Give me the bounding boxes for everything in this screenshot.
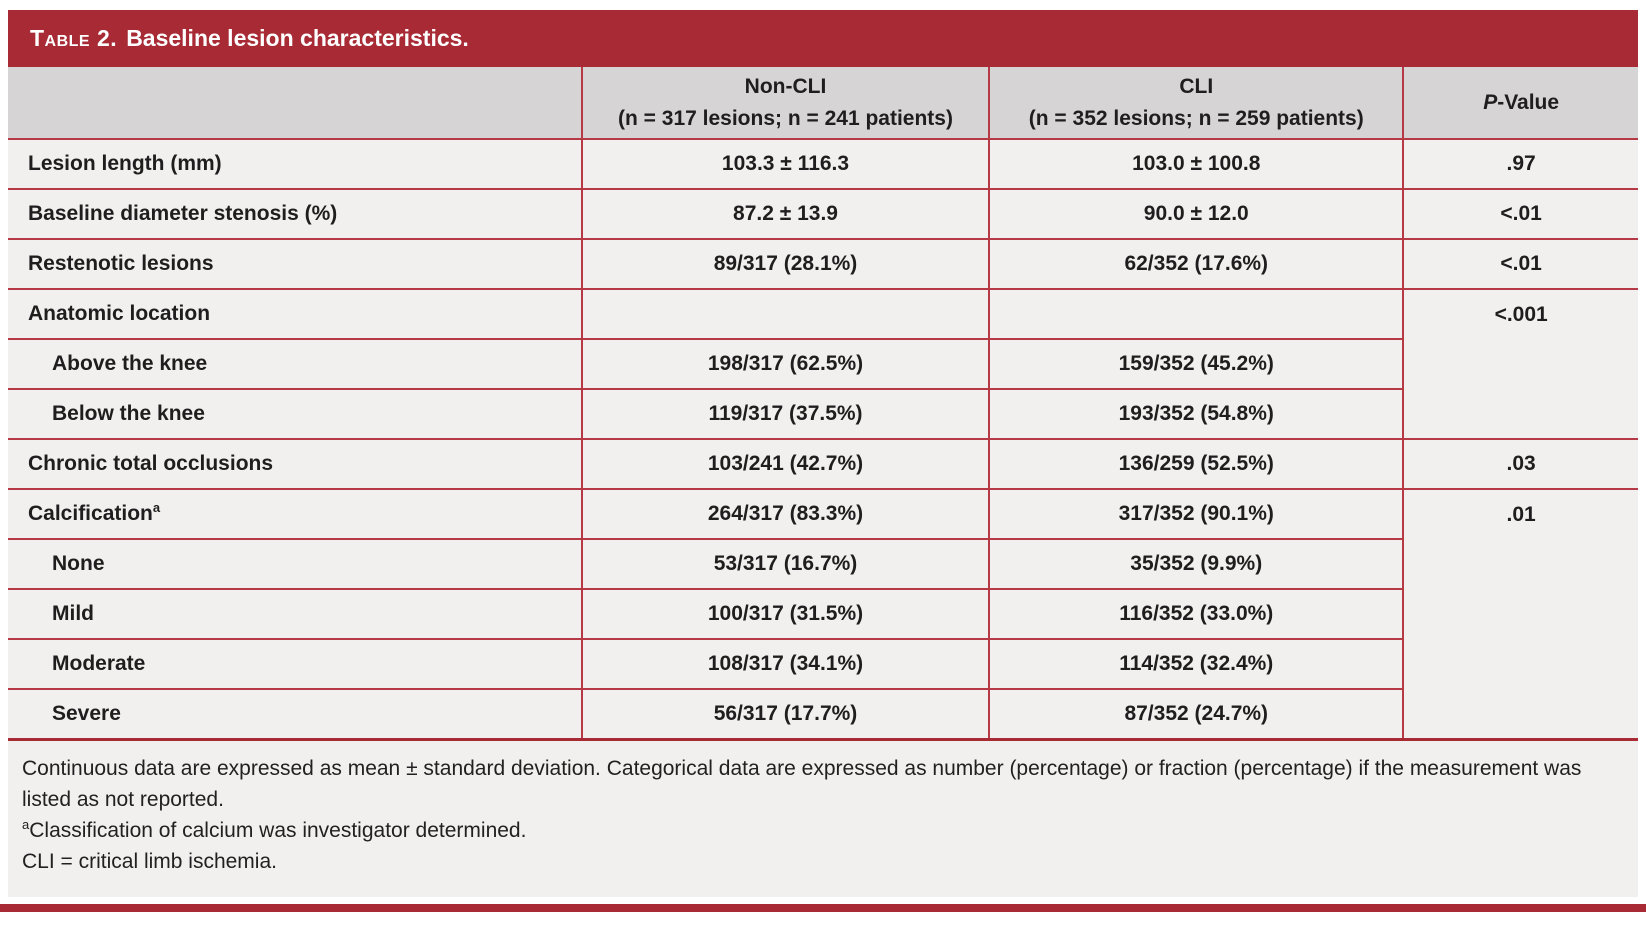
table-row-calc-moderate: Moderate 108/317 (34.1%) 114/352 (32.4%)	[8, 638, 1638, 690]
cli-value: 159/352 (45.2%)	[988, 338, 1404, 390]
cli-value: 90.0 ± 12.0	[988, 188, 1405, 240]
p-value: <.01	[1402, 238, 1638, 290]
table-number-label: Table 2.	[30, 25, 118, 51]
row-sublabel: Mild	[8, 588, 583, 640]
pvalue-italic-p: P	[1483, 90, 1498, 114]
row-label: Calcificationa	[8, 488, 583, 540]
noncli-value: 108/317 (34.1%)	[580, 638, 991, 690]
table-row-calc-mild: Mild 100/317 (31.5%) 116/352 (33.0%)	[8, 588, 1638, 640]
noncli-value: 198/317 (62.5%)	[580, 338, 991, 390]
header-empty-cell	[8, 67, 583, 140]
table-row-restenotic-lesions: Restenotic lesions 89/317 (28.1%) 62/352…	[8, 238, 1638, 290]
table-figure: Table 2. Baseline lesion characteristics…	[8, 10, 1638, 897]
table-row-calc-severe: Severe 56/317 (17.7%) 87/352 (24.7%)	[8, 688, 1638, 740]
footnote-calcium-classification: aClassification of calcium was investiga…	[22, 815, 1622, 846]
table-title-bar: Table 2. Baseline lesion characteristics…	[8, 10, 1638, 67]
table-row-calc-none: None 53/317 (16.7%) 35/352 (9.9%)	[8, 538, 1638, 590]
noncli-value	[580, 288, 991, 340]
lesion-characteristics-table: Non-CLI (n = 317 lesions; n = 241 patien…	[8, 67, 1638, 741]
bottom-rule	[0, 903, 1646, 912]
footnote-a-marker: a	[22, 816, 30, 832]
row-sublabel: Severe	[8, 688, 583, 740]
p-value: .03	[1402, 438, 1638, 490]
cli-value: 317/352 (90.1%)	[988, 488, 1405, 540]
noncli-value: 103/241 (42.7%)	[580, 438, 991, 490]
footnote-cli-abbreviation: CLI = critical limb ischemia.	[22, 849, 277, 873]
cli-header-line2: (n = 352 lesions; n = 259 patients)	[1028, 106, 1364, 130]
table-row-anatomic-location: Anatomic location <.001	[8, 288, 1638, 440]
noncli-value: 100/317 (31.5%)	[580, 588, 991, 640]
cli-value: 35/352 (9.9%)	[988, 538, 1404, 590]
cli-value: 193/352 (54.8%)	[988, 388, 1404, 440]
row-label: Restenotic lesions	[8, 238, 583, 290]
row-label: Lesion length (mm)	[8, 138, 583, 190]
table-row-chronic-occlusions: Chronic total occlusions 103/241 (42.7%)…	[8, 438, 1638, 490]
table-row-baseline-stenosis: Baseline diameter stenosis (%) 87.2 ± 13…	[8, 188, 1638, 240]
p-value-calcification: .01	[1402, 488, 1638, 740]
footnote-marker-a: a	[152, 500, 161, 515]
noncli-value: 87.2 ± 13.9	[580, 188, 991, 240]
p-value: .97	[1402, 138, 1638, 190]
cli-value: 116/352 (33.0%)	[988, 588, 1404, 640]
row-label: Baseline diameter stenosis (%)	[8, 188, 583, 240]
footnote-continuous-data: Continuous data are expressed as mean ± …	[22, 756, 1582, 811]
noncli-value: 56/317 (17.7%)	[580, 688, 991, 740]
row-label: Chronic total occlusions	[8, 438, 583, 490]
noncli-value: 103.3 ± 116.3	[580, 138, 991, 190]
row-sublabel: Above the knee	[8, 338, 583, 390]
table-row-lesion-length: Lesion length (mm) 103.3 ± 116.3 103.0 ±…	[8, 138, 1638, 190]
header-pvalue-cell: P-Value	[1402, 67, 1638, 140]
noncli-value: 89/317 (28.1%)	[580, 238, 991, 290]
noncli-value: 53/317 (16.7%)	[580, 538, 991, 590]
table-row-below-knee: Below the knee 119/317 (37.5%) 193/352 (…	[8, 388, 1638, 440]
pvalue-rest: -Value	[1497, 90, 1560, 114]
header-cli-cell: CLI (n = 352 lesions; n = 259 patients)	[988, 67, 1405, 140]
cli-value	[988, 288, 1405, 340]
noncli-header-line2: (n = 317 lesions; n = 241 patients)	[618, 106, 953, 130]
row-sublabel: Moderate	[8, 638, 583, 690]
noncli-value: 264/317 (83.3%)	[580, 488, 991, 540]
noncli-value: 119/317 (37.5%)	[580, 388, 991, 440]
header-row: Non-CLI (n = 317 lesions; n = 241 patien…	[8, 67, 1638, 140]
row-sublabel: Below the knee	[8, 388, 583, 440]
table-title-text: Baseline lesion characteristics.	[126, 25, 469, 51]
table-header: Non-CLI (n = 317 lesions; n = 241 patien…	[8, 67, 1638, 140]
footnote-a-text: Classification of calcium was investigat…	[29, 818, 527, 842]
cli-value: 62/352 (17.6%)	[988, 238, 1405, 290]
header-noncli-cell: Non-CLI (n = 317 lesions; n = 241 patien…	[580, 67, 991, 140]
p-value-anatomic-location: <.001	[1402, 288, 1638, 440]
cli-value: 114/352 (32.4%)	[988, 638, 1404, 690]
table-row-above-knee: Above the knee 198/317 (62.5%) 159/352 (…	[8, 338, 1638, 390]
cli-value: 103.0 ± 100.8	[988, 138, 1405, 190]
table-footnotes: Continuous data are expressed as mean ± …	[8, 740, 1638, 897]
cli-header-line1: CLI	[1179, 75, 1214, 98]
row-label: Anatomic location	[8, 288, 583, 340]
cli-value: 87/352 (24.7%)	[988, 688, 1404, 740]
noncli-header-line1: Non-CLI	[744, 75, 827, 98]
row-sublabel: None	[8, 538, 583, 590]
row-label-text: Calcification	[28, 502, 153, 525]
p-value: <.01	[1402, 188, 1638, 240]
table-row-calcification: Calcificationa 264/317 (83.3%) 317/352 (…	[8, 488, 1638, 740]
cli-value: 136/259 (52.5%)	[988, 438, 1405, 490]
table-body: Lesion length (mm) 103.3 ± 116.3 103.0 ±…	[8, 138, 1638, 740]
